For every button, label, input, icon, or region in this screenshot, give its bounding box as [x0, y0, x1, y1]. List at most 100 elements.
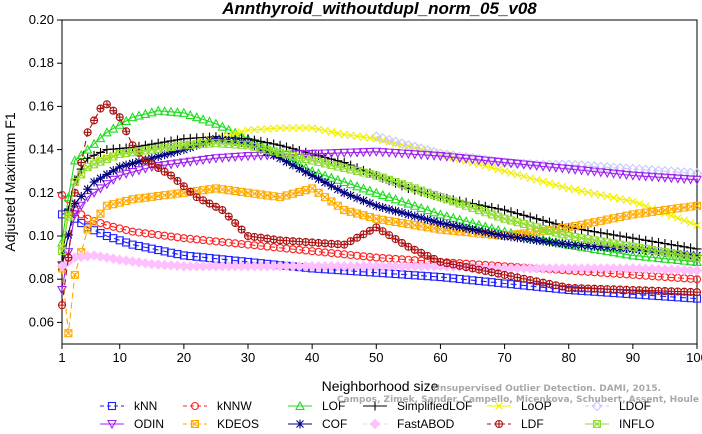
data-point-inflo	[404, 182, 413, 191]
data-point-ldof	[428, 146, 440, 158]
data-point-loop	[609, 193, 618, 202]
x-tick-label: 1	[58, 350, 65, 365]
data-point-knn	[160, 247, 169, 256]
data-point-ldf	[237, 225, 246, 234]
data-point-inflo	[346, 165, 355, 174]
data-point-ldf	[500, 270, 509, 279]
data-point-lof	[403, 198, 414, 208]
data-point-inflo	[243, 141, 253, 150]
series-line-lof	[61, 110, 698, 263]
data-point-odin	[615, 170, 625, 180]
data-point-knn	[166, 248, 176, 257]
data-point-cof	[211, 134, 221, 144]
data-point-inflo	[455, 199, 464, 208]
data-point-cof	[365, 198, 375, 208]
data-point-ldf	[468, 264, 477, 273]
data-point-cof	[673, 248, 683, 258]
data-point-ldf	[359, 230, 368, 239]
data-point-inflo	[263, 145, 272, 154]
data-point-knnw	[102, 221, 111, 230]
data-point-fastabod	[120, 255, 132, 266]
data-point-ldof	[396, 138, 408, 149]
y-tick-label: 0.14	[29, 142, 54, 157]
data-point-lof	[127, 112, 138, 122]
data-point-cof	[128, 158, 138, 168]
data-point-odin	[660, 173, 670, 183]
data-point-ldf	[179, 182, 188, 191]
data-point-cof	[314, 174, 324, 184]
data-point-lof	[576, 241, 587, 251]
data-point-kdeos	[295, 187, 304, 196]
data-point-odin	[108, 175, 119, 186]
data-point-lof	[435, 209, 446, 219]
data-point-inflo	[333, 162, 342, 171]
data-point-lof	[140, 108, 151, 119]
data-point-knn	[96, 229, 105, 238]
data-point-simplifiedlof	[641, 235, 651, 245]
data-point-cof	[95, 173, 105, 183]
data-point-odin	[602, 168, 613, 179]
data-point-simplifiedlof	[262, 138, 272, 148]
data-point-odin	[89, 188, 99, 198]
data-point-odin	[544, 163, 555, 173]
data-point-cof	[410, 211, 420, 221]
data-point-kdeos	[628, 210, 637, 219]
data-point-odin	[467, 155, 478, 165]
data-point-odin	[563, 164, 574, 175]
data-point-odin	[441, 152, 452, 162]
data-point-loop	[616, 194, 624, 203]
data-point-ldf	[186, 187, 195, 196]
legend-swatch-marker	[369, 418, 381, 430]
data-point-odin	[358, 148, 369, 158]
data-point-lof	[211, 118, 221, 128]
data-point-cof	[596, 242, 606, 252]
data-point-loop	[686, 218, 695, 227]
x-tick-label: 70	[497, 350, 511, 365]
data-point-knn	[122, 238, 131, 247]
data-point-odin	[518, 160, 529, 170]
data-point-simplifiedlof	[615, 231, 625, 241]
data-point-kdeos	[667, 205, 676, 214]
y-tick-label: 0.06	[29, 314, 54, 329]
data-point-knn	[494, 278, 503, 287]
data-point-simplifiedlof	[609, 230, 619, 240]
data-point-odin	[140, 164, 151, 174]
data-point-cof	[493, 230, 503, 240]
data-point-cof	[500, 231, 510, 241]
data-point-kdeos	[154, 191, 163, 201]
data-point-lof	[159, 106, 170, 116]
data-point-inflo	[442, 195, 451, 204]
data-point-knn	[173, 250, 182, 259]
data-point-cof	[307, 171, 317, 181]
legend-item-knn: kNN	[100, 399, 157, 413]
data-point-inflo	[320, 159, 330, 168]
x-tick-label: 20	[177, 350, 191, 365]
y-axis-label: Adjusted Maximum F1	[2, 112, 18, 251]
data-point-ldf	[102, 100, 111, 109]
data-point-inflo	[141, 146, 150, 155]
data-point-lof	[153, 105, 164, 115]
data-point-fastabod	[101, 252, 113, 263]
data-point-lof	[146, 107, 157, 117]
data-point-kdeos	[635, 209, 644, 218]
data-point-cof	[692, 250, 702, 260]
data-point-loop	[519, 172, 528, 181]
legend-swatch-marker	[190, 401, 200, 411]
data-point-cof	[609, 243, 619, 253]
data-point-ldof	[672, 166, 684, 178]
data-point-lof	[672, 254, 683, 265]
data-point-cof	[621, 244, 631, 254]
data-point-kdeos	[660, 206, 669, 215]
data-point-inflo	[90, 160, 99, 169]
data-point-inflo	[57, 247, 67, 256]
data-point-ldf	[115, 113, 124, 122]
data-point-cof	[352, 193, 362, 203]
data-point-inflo	[282, 150, 291, 159]
data-point-ldf	[128, 141, 137, 150]
data-point-kdeos	[596, 216, 605, 225]
data-point-simplifiedlof	[281, 142, 291, 152]
data-point-cof	[63, 230, 73, 240]
legend-label: kNN	[134, 399, 157, 413]
data-point-cof	[326, 181, 336, 191]
watermark-prefix: Unsupervised Outlier Detection. DAMI, 20…	[433, 384, 661, 394]
